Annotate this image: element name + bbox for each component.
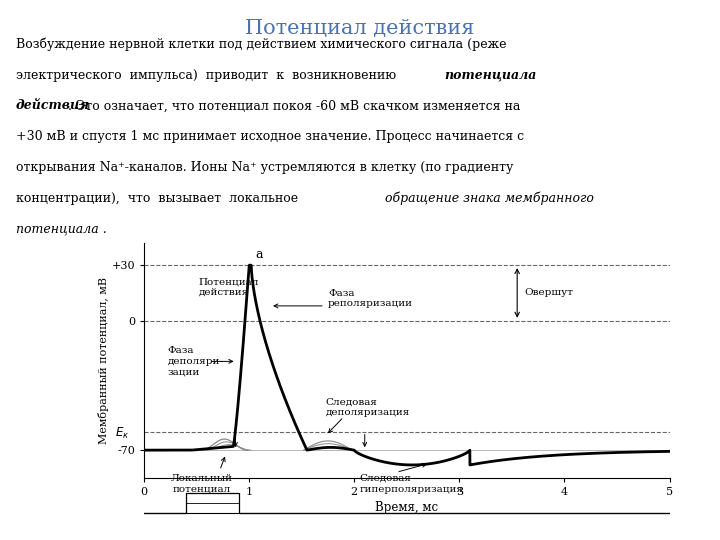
- Text: Овершут: Овершут: [525, 288, 574, 298]
- Text: Локальный
потенциал: Локальный потенциал: [171, 474, 233, 494]
- Text: потенциала: потенциала: [444, 69, 536, 82]
- Text: Фаза
реполяризации: Фаза реполяризации: [328, 289, 413, 308]
- Text: действия: действия: [16, 99, 90, 112]
- Text: +30 мВ и спустя 1 мс принимает исходное значение. Процесс начинается с: +30 мВ и спустя 1 мс принимает исходное …: [16, 130, 524, 143]
- Text: обращение знака мембранного: обращение знака мембранного: [385, 192, 594, 205]
- Text: Фаза
деполяри-
зации: Фаза деполяри- зации: [167, 347, 223, 376]
- Text: концентрации),  что  вызывает  локальное: концентрации), что вызывает локальное: [16, 192, 306, 205]
- Text: Потенциал
действия: Потенциал действия: [199, 278, 259, 297]
- Text: . Это означает, что потенциал покоя -60 мВ скачком изменяется на: . Это означает, что потенциал покоя -60 …: [68, 99, 521, 112]
- Text: открывания Na⁺-каналов. Ионы Na⁺ устремляются в клетку (по градиенту: открывания Na⁺-каналов. Ионы Na⁺ устремл…: [16, 161, 513, 174]
- Text: $E_к$: $E_к$: [114, 426, 129, 441]
- Text: Потенциал действия: Потенциал действия: [246, 19, 474, 38]
- Text: Возбуждение нервной клетки под действием химического сигнала (реже: Возбуждение нервной клетки под действием…: [16, 38, 506, 51]
- Text: электрического  импульса)  приводит  к  возникновению: электрического импульса) приводит к возн…: [16, 69, 404, 82]
- Text: потенциала .: потенциала .: [16, 222, 107, 235]
- Y-axis label: Мембранный потенциал, мВ: Мембранный потенциал, мВ: [98, 277, 109, 444]
- Text: Следовая
деполяризация: Следовая деполяризация: [326, 398, 410, 417]
- Text: Следовая
гиперполяризация: Следовая гиперполяризация: [359, 474, 464, 494]
- Text: a: a: [256, 248, 263, 261]
- X-axis label: Время, мс: Время, мс: [375, 501, 438, 514]
